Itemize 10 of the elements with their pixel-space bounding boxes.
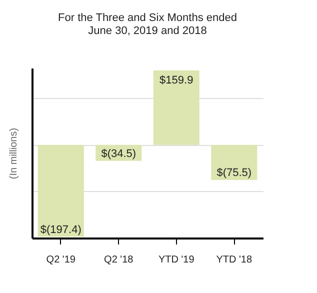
data-label: $(75.5) — [216, 167, 252, 180]
data-label: $(34.5) — [101, 148, 136, 160]
x-tick-label: Q2 '18 — [104, 254, 134, 266]
x-tick-label: YTD '19 — [158, 254, 195, 266]
x-tick-label: Q2 '19 — [46, 254, 76, 266]
chart-title: For the Three and Six Months ended June 30, 2019 and 2018 — [58, 12, 237, 37]
x-tick-label: YTD '18 — [216, 254, 252, 266]
data-label: $(197.4) — [40, 224, 82, 236]
y-axis-title: (In millions) — [8, 128, 20, 180]
data-label: $159.9 — [160, 74, 194, 86]
